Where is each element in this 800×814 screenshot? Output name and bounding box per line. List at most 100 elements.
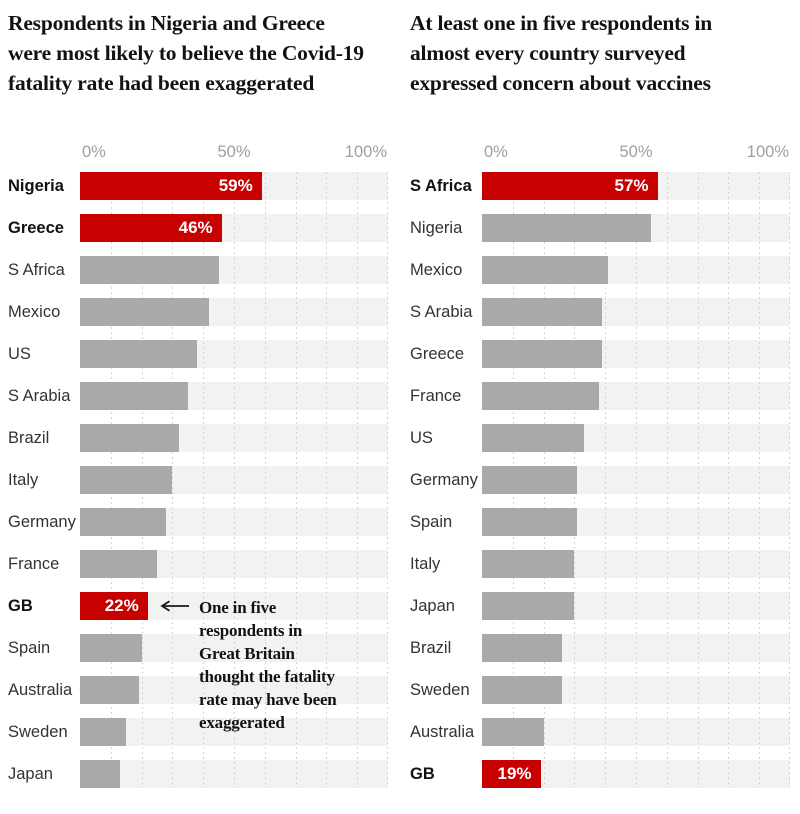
bar — [80, 550, 157, 578]
axis-tick-0: 0% — [82, 143, 106, 161]
chart-vaccine-concern: At least one in five respondents in almo… — [410, 8, 790, 788]
bar — [80, 508, 167, 536]
bar-row: France — [410, 382, 790, 410]
row-label: Sweden — [410, 680, 470, 699]
bar-row: US — [8, 340, 388, 368]
row-label: S Arabia — [8, 386, 71, 405]
bars-area: One in five respondents in Great Britain… — [8, 172, 388, 788]
bar-track — [482, 298, 790, 326]
bar-row: Italy — [410, 550, 790, 578]
bar-track: 57% — [482, 172, 790, 200]
bar-track — [482, 676, 790, 704]
bar — [80, 256, 219, 284]
row-label: US — [8, 344, 31, 363]
bar-row: Germany — [8, 508, 388, 536]
row-label: Australia — [8, 680, 73, 699]
row-label: Italy — [410, 554, 441, 573]
bar-row: Sweden — [410, 676, 790, 704]
bar-track — [482, 718, 790, 746]
bar — [482, 382, 600, 410]
bar-track — [482, 550, 790, 578]
bar — [80, 340, 198, 368]
bar — [482, 214, 652, 242]
bar-row: Greece — [410, 340, 790, 368]
bar-track — [80, 760, 388, 788]
bar-track: 46% — [80, 214, 388, 242]
bar-row: Italy — [8, 466, 388, 494]
axis-tick-0: 0% — [484, 143, 508, 161]
bar — [482, 340, 603, 368]
bar-row: Greece 46% — [8, 214, 388, 242]
bar — [482, 298, 603, 326]
bar-track — [80, 424, 388, 452]
row-label: GB — [410, 764, 435, 783]
bar-row: US — [410, 424, 790, 452]
bar-row: Brazil — [8, 424, 388, 452]
bar-track — [482, 634, 790, 662]
bar — [80, 760, 121, 788]
bar-track: 19% — [482, 760, 790, 788]
bar — [80, 424, 179, 452]
bar-row: Germany — [410, 466, 790, 494]
row-label: Germany — [410, 470, 478, 489]
bar-track — [482, 466, 790, 494]
bar — [80, 634, 142, 662]
bars-area: S Africa 57% Nigeria Mexico S Arabia Greece Fr… — [410, 172, 790, 788]
row-label: S Africa — [410, 176, 472, 195]
bar-row: Japan — [410, 592, 790, 620]
bar-value-label: 57% — [614, 176, 649, 195]
axis-tick-50: 50% — [619, 143, 653, 161]
row-label: Germany — [8, 512, 76, 531]
bar — [482, 592, 575, 620]
bar — [482, 676, 563, 704]
bar-value-label: 46% — [178, 218, 213, 237]
x-axis: 0% 50% 100% — [80, 142, 388, 162]
bar-track — [482, 214, 790, 242]
bar — [80, 382, 188, 410]
bar-track — [80, 298, 388, 326]
row-label: Mexico — [8, 302, 61, 321]
bar-value-label: 59% — [218, 176, 253, 195]
axis-tick-100: 100% — [344, 143, 387, 161]
annotation-gb: One in five respondents in Great Britain… — [154, 596, 384, 734]
row-label: S Arabia — [410, 302, 473, 321]
bar-track — [482, 424, 790, 452]
row-label: Spain — [8, 638, 51, 657]
row-label: Japan — [410, 596, 455, 615]
bar — [482, 718, 544, 746]
bar-track — [80, 466, 388, 494]
bar-row: Mexico — [8, 298, 388, 326]
bar-track — [482, 382, 790, 410]
bar: 22% — [80, 592, 148, 620]
bar-row: Nigeria 59% — [8, 172, 388, 200]
bar-row: S Africa 57% — [410, 172, 790, 200]
bar-value-label: 22% — [104, 596, 139, 615]
bar: 57% — [482, 172, 658, 200]
bar — [80, 466, 173, 494]
bar-row: Mexico — [410, 256, 790, 284]
annotation-text: One in five respondents in Great Britain… — [199, 598, 337, 732]
bar-track: 59% — [80, 172, 388, 200]
row-label: Australia — [410, 722, 475, 741]
bar-value-label: 19% — [497, 764, 532, 783]
bar-row: Brazil — [410, 634, 790, 662]
row-label: France — [410, 386, 462, 405]
bar — [482, 508, 578, 536]
row-label: GB — [8, 596, 33, 615]
bar-track — [482, 340, 790, 368]
bar — [80, 298, 210, 326]
row-label: Greece — [410, 344, 465, 363]
bar: 59% — [80, 172, 262, 200]
bar-track — [80, 550, 388, 578]
row-label: Greece — [8, 218, 64, 237]
row-label: Mexico — [410, 260, 463, 279]
bar-track — [482, 256, 790, 284]
bar — [80, 718, 127, 746]
row-label: Nigeria — [410, 218, 463, 237]
chart-title: At least one in five respondents in almo… — [410, 11, 712, 95]
bar-track — [80, 340, 388, 368]
row-label: US — [410, 428, 433, 447]
bar: 19% — [482, 760, 541, 788]
bar — [80, 676, 139, 704]
row-label: France — [8, 554, 60, 573]
